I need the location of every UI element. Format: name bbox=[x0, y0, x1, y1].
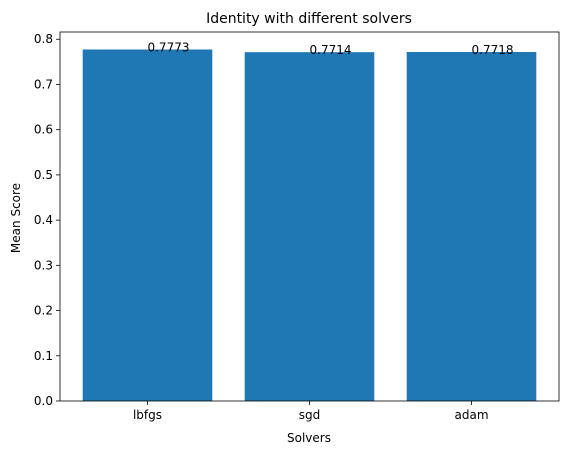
y-axis: 0.0 0.1 0.2 0.3 0.4 0.5 0.6 0.7 0.8 bbox=[34, 32, 60, 408]
bar-adam bbox=[406, 51, 537, 402]
y-tick-label-3: 0.3 bbox=[34, 258, 53, 272]
y-axis-label: Mean Score bbox=[9, 183, 23, 253]
y-tick-label-4: 0.4 bbox=[34, 213, 53, 227]
x-axis-label: Solvers bbox=[287, 431, 331, 445]
x-tick-label-lbfgs: lbfgs bbox=[133, 408, 162, 422]
data-label-sgd: 0.7714 bbox=[310, 43, 352, 57]
plot-area bbox=[59, 31, 560, 402]
data-labels: 0.7773 0.7714 0.7718 bbox=[147, 41, 513, 58]
y-tick-label-1: 0.1 bbox=[34, 349, 53, 363]
y-tick-label-6: 0.6 bbox=[34, 123, 53, 137]
data-label-lbfgs: 0.7773 bbox=[147, 41, 189, 55]
y-tick-label-0: 0.0 bbox=[34, 394, 53, 408]
x-tick-label-adam: adam bbox=[455, 408, 489, 422]
y-tick-label-8: 0.8 bbox=[34, 32, 53, 46]
bar-lbfgs bbox=[82, 49, 213, 401]
y-tick-label-5: 0.5 bbox=[34, 168, 53, 182]
x-tick-label-sgd: sgd bbox=[299, 408, 321, 422]
bar-sgd bbox=[244, 52, 375, 401]
x-axis: lbfgs sgd adam bbox=[133, 401, 489, 422]
y-tick-label-7: 0.7 bbox=[34, 77, 53, 91]
data-label-adam: 0.7718 bbox=[472, 43, 514, 57]
y-tick-label-2: 0.2 bbox=[34, 304, 53, 318]
chart-title: Identity with different solvers bbox=[206, 11, 412, 27]
